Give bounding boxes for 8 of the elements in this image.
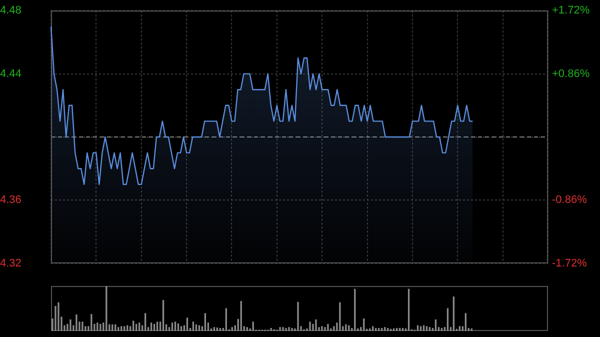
y-tick-label: 4.36 bbox=[0, 194, 22, 206]
y2-tick-label: +1.72% bbox=[552, 4, 590, 17]
y-tick-label: 4.48 bbox=[0, 4, 22, 17]
y2-tick-label: -0.86% bbox=[552, 194, 588, 206]
y-tick-label: 4.44 bbox=[0, 68, 22, 80]
y2-tick-label: -1.72% bbox=[552, 257, 588, 270]
y2-tick-label: +0.86% bbox=[552, 68, 590, 80]
y-tick-label: 4.32 bbox=[0, 257, 22, 270]
